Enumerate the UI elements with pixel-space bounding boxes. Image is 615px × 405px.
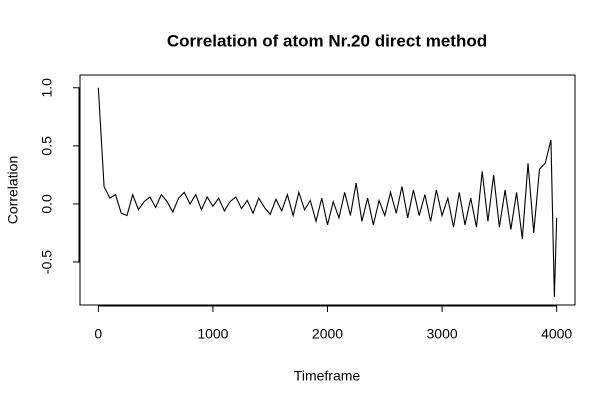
y-tick-label: 1.0: [39, 78, 55, 98]
x-tick-label: 0: [94, 326, 102, 342]
x-tick-label: 4000: [541, 326, 572, 342]
x-tick-label: 2000: [312, 326, 343, 342]
data-line: [97, 87, 558, 297]
y-tick-label: 0.0: [39, 194, 55, 214]
x-axis-label: Timeframe: [294, 368, 361, 384]
y-tick-label: -0.5: [39, 250, 55, 274]
x-tick-label: 1000: [197, 326, 228, 342]
chart-title: Correlation of atom Nr.20 direct method: [167, 31, 487, 50]
y-tick-label: 0.5: [39, 136, 55, 156]
y-axis-label: Correlation: [5, 156, 21, 224]
x-tick-label: 3000: [427, 326, 458, 342]
